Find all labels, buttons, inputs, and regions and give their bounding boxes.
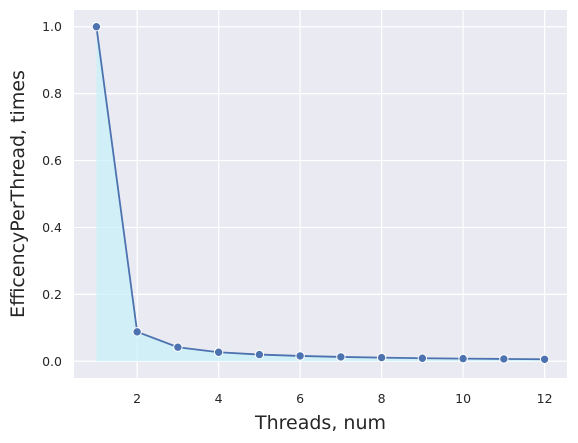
y-tick-label: 0.0 bbox=[42, 354, 62, 369]
x-tick-label: 8 bbox=[378, 391, 386, 406]
series-line-layer bbox=[95, 26, 545, 361]
x-tick-labels: 2 4 6 8 10 12 bbox=[133, 391, 552, 406]
x-tick-label: 10 bbox=[455, 391, 471, 406]
data-point bbox=[499, 354, 509, 364]
y-tick-label: 0.2 bbox=[42, 287, 62, 302]
y-axis-title: EfficencyPerThread, times bbox=[7, 70, 29, 318]
y-tick-label: 1.0 bbox=[42, 19, 62, 34]
data-point bbox=[295, 351, 305, 361]
x-tick-label: 6 bbox=[296, 391, 304, 406]
data-point bbox=[173, 342, 183, 352]
x-axis-title: Threads, num bbox=[254, 412, 386, 434]
x-tick-label: 12 bbox=[537, 391, 553, 406]
data-point bbox=[376, 352, 387, 363]
data-point bbox=[539, 354, 550, 364]
series-points-layer bbox=[91, 22, 550, 364]
data-point bbox=[417, 353, 428, 363]
y-tick-label: 0.8 bbox=[42, 86, 62, 101]
data-point bbox=[254, 349, 265, 360]
y-tick-label: 0.4 bbox=[42, 220, 62, 235]
y-tick-labels: 0.0 0.2 0.4 0.6 0.8 1.0 bbox=[42, 19, 62, 369]
plot-area bbox=[74, 10, 567, 378]
series-line bbox=[95, 26, 545, 361]
data-point bbox=[458, 353, 468, 364]
data-point bbox=[336, 352, 346, 362]
data-point bbox=[132, 327, 142, 337]
y-tick-label: 0.6 bbox=[42, 153, 62, 168]
x-tick-label: 4 bbox=[215, 391, 223, 406]
data-point bbox=[213, 347, 224, 357]
data-point bbox=[91, 22, 102, 32]
x-tick-label: 2 bbox=[133, 391, 141, 406]
